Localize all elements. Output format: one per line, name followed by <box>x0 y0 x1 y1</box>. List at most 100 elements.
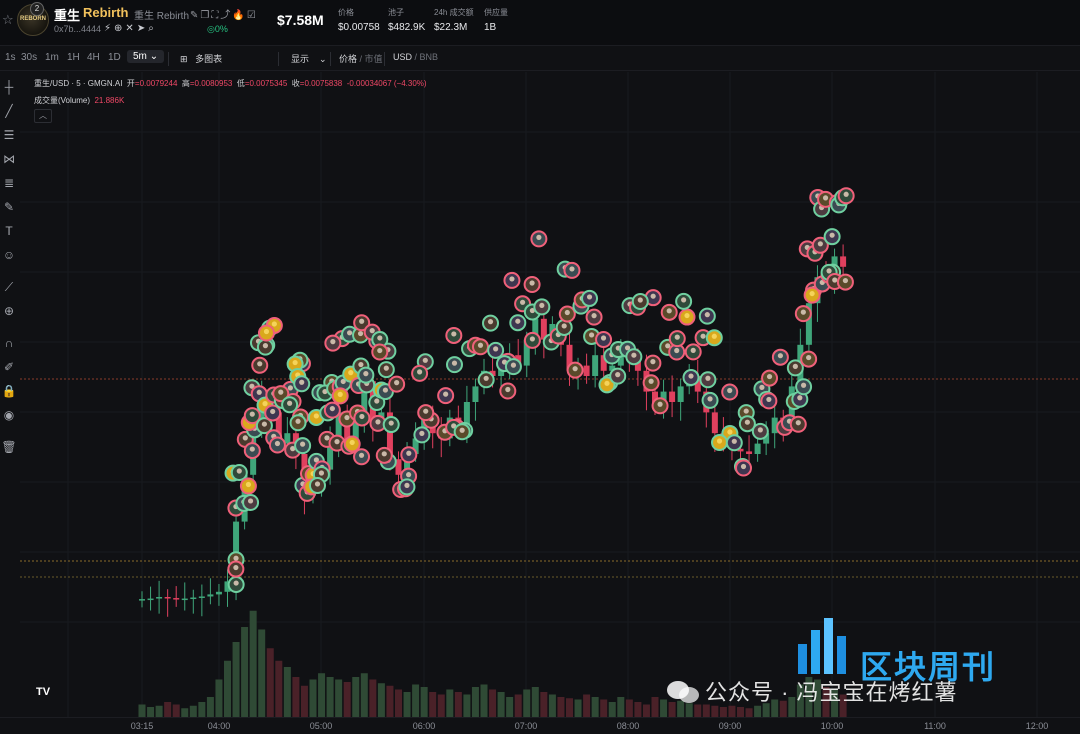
display-menu[interactable]: 显示 ⌄ <box>291 52 327 65</box>
trader-avatar-icon[interactable] <box>738 415 756 433</box>
search-icon[interactable]: ⌕ <box>148 23 157 34</box>
trader-avatar-icon[interactable] <box>566 361 584 379</box>
trader-avatar-icon[interactable] <box>836 273 854 291</box>
trader-avatar-icon[interactable] <box>583 327 601 345</box>
trader-avatar-icon[interactable] <box>293 375 311 393</box>
currency-toggle[interactable]: USD / BNB <box>393 52 438 62</box>
trader-avatar-icon[interactable] <box>487 341 505 359</box>
share-icon[interactable]: ⤴ <box>220 10 233 21</box>
trader-avatar-icon[interactable] <box>811 236 829 254</box>
trader-avatar-icon[interactable] <box>795 378 813 396</box>
fib-lines-icon[interactable]: ☰ <box>3 128 15 142</box>
trader-avatar-icon[interactable] <box>411 364 429 382</box>
timeframe-1s[interactable]: 1s <box>5 52 16 63</box>
trader-avatar-icon[interactable] <box>651 397 669 415</box>
trader-avatar-icon[interactable] <box>243 407 261 425</box>
trader-avatar-icon[interactable] <box>735 459 753 477</box>
trader-avatar-icon[interactable] <box>417 404 435 422</box>
trader-avatar-icon[interactable] <box>242 493 260 511</box>
trader-avatar-icon[interactable] <box>823 228 841 246</box>
trader-avatar-icon[interactable] <box>625 348 643 366</box>
trendline-icon[interactable]: ╱ <box>5 104 13 118</box>
currency-bnb[interactable]: BNB <box>419 52 439 62</box>
trader-avatar-icon[interactable] <box>751 422 769 440</box>
trader-avatar-icon[interactable] <box>482 314 500 332</box>
trader-avatar-icon[interactable] <box>558 305 576 323</box>
trader-avatar-icon[interactable] <box>530 230 548 248</box>
trader-avatar-icon[interactable] <box>369 414 387 432</box>
trader-avatar-icon[interactable] <box>413 426 431 444</box>
collapse-legend-button[interactable]: ︿ <box>34 109 52 123</box>
trader-avatar-icon[interactable] <box>523 276 541 294</box>
magnet-icon[interactable]: ∩ <box>4 336 14 350</box>
website-icon[interactable]: ⊕ <box>114 23 126 34</box>
copy-icon[interactable]: ❐ <box>200 10 212 21</box>
price-mcap-toggle[interactable]: 价格 / 市值 <box>339 52 383 65</box>
trader-avatar-icon[interactable] <box>239 477 257 495</box>
trader-avatar-icon[interactable] <box>230 464 248 482</box>
social-icons[interactable]: ⚡⊕✕➤⌕ <box>104 23 157 34</box>
emoji-icon[interactable]: ☺ <box>2 248 16 262</box>
trader-avatar-icon[interactable] <box>453 423 471 441</box>
trader-avatar-icon[interactable] <box>800 350 818 368</box>
trader-avatar-icon[interactable] <box>375 446 393 464</box>
trader-avatar-icon[interactable] <box>581 289 599 307</box>
trader-avatar-icon[interactable] <box>445 356 463 374</box>
timeframe-1h[interactable]: 1H <box>67 52 80 63</box>
trader-avatar-icon[interactable] <box>837 187 855 205</box>
trader-avatar-icon[interactable] <box>353 409 371 427</box>
trader-avatar-icon[interactable] <box>760 392 778 410</box>
multi-chart-button[interactable]: ⊞ 多图表 <box>180 52 222 65</box>
trader-avatar-icon[interactable] <box>791 390 809 408</box>
trader-avatar-icon[interactable] <box>227 560 245 578</box>
trader-avatar-icon[interactable] <box>286 355 304 373</box>
trader-avatar-icon[interactable] <box>377 361 395 379</box>
trader-avatar-icon[interactable] <box>343 435 361 453</box>
trader-avatar-icon[interactable] <box>398 478 416 496</box>
trader-avatar-icon[interactable] <box>771 348 789 366</box>
trader-avatar-icon[interactable] <box>701 391 719 409</box>
trader-avatar-icon[interactable] <box>272 385 290 403</box>
trader-avatar-icon[interactable] <box>761 369 779 387</box>
pattern-icon[interactable]: ⋈ <box>3 152 15 166</box>
trader-avatar-icon[interactable] <box>642 374 660 392</box>
forecast-icon[interactable]: ≣ <box>3 176 15 190</box>
trader-avatar-icon[interactable] <box>678 308 696 326</box>
trader-avatar-icon[interactable] <box>504 358 522 376</box>
trader-avatar-icon[interactable] <box>509 314 527 332</box>
trader-avatar-icon[interactable] <box>353 314 371 332</box>
crosshair-icon[interactable]: ┼ <box>4 80 14 94</box>
trader-avatar-icon[interactable] <box>595 330 613 348</box>
trader-avatar-icon[interactable] <box>523 331 541 349</box>
trader-avatar-icon[interactable] <box>699 371 717 389</box>
trader-avatar-icon[interactable] <box>503 271 521 289</box>
wand-icon[interactable]: ⚡ <box>104 23 115 34</box>
timeframe-selected[interactable]: 5m ⌄ <box>127 50 165 63</box>
trader-avatar-icon[interactable] <box>725 434 743 452</box>
price-toggle-label[interactable]: 价格 <box>339 54 358 64</box>
trader-avatar-icon[interactable] <box>331 387 349 405</box>
trader-avatar-icon[interactable] <box>675 292 693 310</box>
timeframe-4h[interactable]: 4H <box>87 52 100 63</box>
currency-usd[interactable]: USD <box>393 52 413 62</box>
telegram-icon[interactable]: ➤ <box>136 23 149 34</box>
trader-avatar-icon[interactable] <box>445 326 463 344</box>
trader-avatar-icon[interactable] <box>353 448 371 466</box>
trader-avatar-icon[interactable] <box>786 359 804 377</box>
trader-avatar-icon[interactable] <box>294 437 312 455</box>
trader-avatar-icon[interactable] <box>371 343 389 361</box>
trader-avatar-icon[interactable] <box>251 356 269 374</box>
trader-avatar-icon[interactable] <box>682 369 700 387</box>
trader-avatar-icon[interactable] <box>644 354 662 372</box>
trader-avatar-icon[interactable] <box>281 396 299 414</box>
trader-avatar-icon[interactable] <box>499 382 517 400</box>
ruler-icon[interactable]: ⟋ <box>4 280 14 294</box>
trader-avatar-icon[interactable] <box>631 292 649 310</box>
trader-avatar-icon[interactable] <box>437 387 455 405</box>
trader-avatar-icon[interactable] <box>668 330 686 348</box>
brush-icon[interactable]: ✎ <box>3 200 15 214</box>
trader-avatar-icon[interactable] <box>357 366 375 384</box>
trader-avatar-icon[interactable] <box>264 404 282 422</box>
trader-avatar-icon[interactable] <box>563 261 581 279</box>
zoom-in-icon[interactable]: ⊕ <box>3 304 15 318</box>
